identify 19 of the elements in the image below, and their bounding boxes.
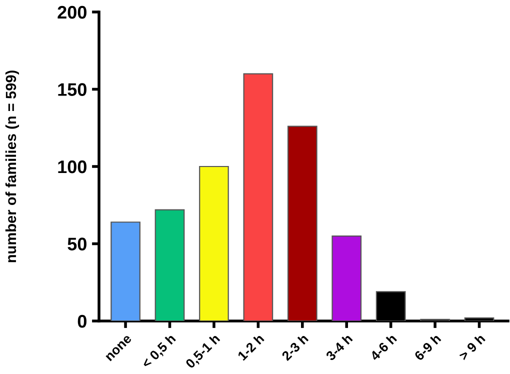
x-tick-label: 3-4 h [325, 333, 353, 362]
x-tick-label: > 9 h [458, 333, 486, 361]
x-tick-label: 6-9 h [414, 333, 442, 362]
bar [332, 235, 362, 321]
y-tick-label: 100 [58, 160, 86, 174]
y-tick-label: 200 [58, 6, 86, 19]
x-tick-label: < 0,5 h [140, 333, 178, 370]
y-tick-label: 150 [58, 83, 86, 96]
bar [243, 73, 274, 321]
y-tick-label: 0 [78, 314, 86, 328]
x-tick-label: 1-2 h [236, 333, 264, 361]
y-tick-label: 50 [68, 238, 86, 250]
bar [154, 209, 185, 321]
bar [287, 126, 318, 321]
y-axis-title: number of families (n = 599) [5, 70, 19, 262]
x-tick-label: 2-3 h [280, 333, 309, 362]
bar [199, 166, 229, 321]
bar [110, 222, 140, 321]
x-tick-label: 4-6 h [369, 333, 398, 362]
